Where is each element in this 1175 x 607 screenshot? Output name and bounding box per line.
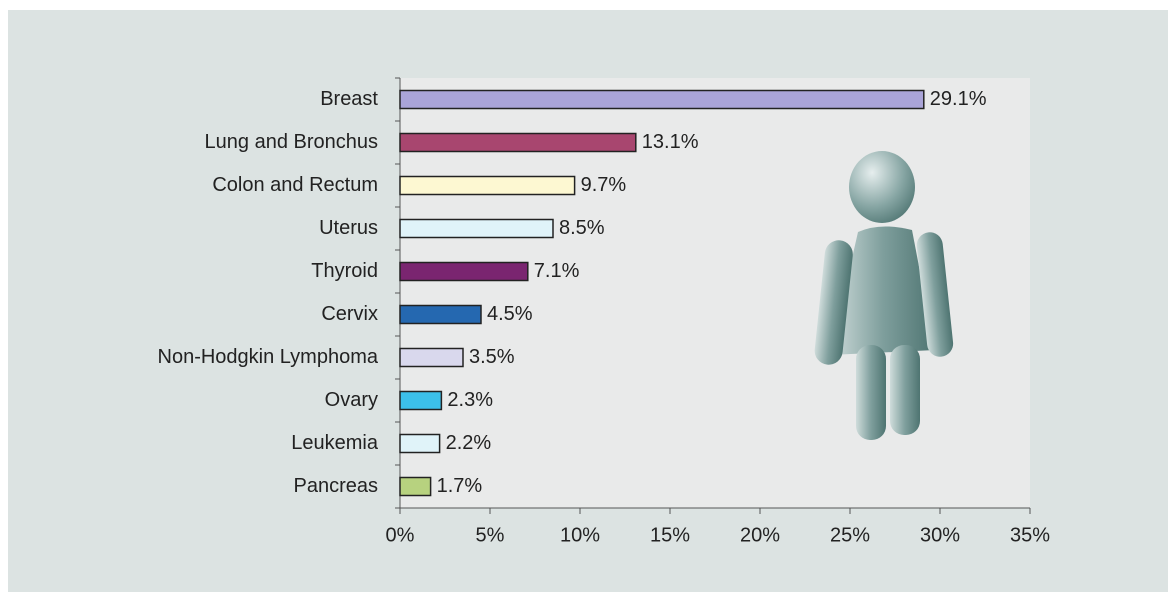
bar: [400, 263, 528, 281]
value-label: 1.7%: [437, 475, 483, 497]
value-label: 9.7%: [581, 174, 627, 196]
value-label: 2.2%: [446, 432, 492, 454]
y-tick-label: Colon and Rectum: [212, 174, 378, 196]
x-tick-label: 30%: [920, 524, 960, 546]
page: 0% 5% 10% 15% 20% 25% 30% 35% Breast 29.1% Lung an…: [0, 0, 1175, 602]
bar: [400, 349, 463, 367]
y-tick-label: Pancreas: [294, 475, 379, 497]
x-tick-label: 0%: [386, 524, 415, 546]
x-tick-label: 10%: [560, 524, 600, 546]
bar: [400, 478, 431, 496]
bar: [400, 177, 575, 195]
y-tick-label: Uterus: [319, 217, 378, 239]
value-label: 3.5%: [469, 346, 515, 368]
x-tick-label: 15%: [650, 524, 690, 546]
x-tick-label: 20%: [740, 524, 780, 546]
bar: [400, 392, 441, 410]
x-tick-label: 5%: [476, 524, 505, 546]
bar: [400, 91, 924, 109]
x-tick-label: 35%: [1010, 524, 1050, 546]
bar: [400, 220, 553, 238]
bar: [400, 435, 440, 453]
value-label: 13.1%: [642, 131, 699, 153]
value-label: 8.5%: [559, 217, 605, 239]
y-tick-label: Leukemia: [291, 432, 379, 454]
value-label: 4.5%: [487, 303, 533, 325]
chart: 0% 5% 10% 15% 20% 25% 30% 35% Breast 29.1% Lung an…: [0, 0, 1175, 602]
bar: [400, 134, 636, 152]
y-tick-label: Thyroid: [311, 260, 378, 282]
value-label: 2.3%: [447, 389, 493, 411]
x-tick-label: 25%: [830, 524, 870, 546]
y-tick-label: Lung and Bronchus: [205, 131, 378, 153]
y-tick-label: Ovary: [325, 389, 378, 411]
value-label: 29.1%: [930, 88, 987, 110]
bar: [400, 306, 481, 324]
y-tick-label: Breast: [320, 88, 378, 110]
y-tick-label: Non-Hodgkin Lymphoma: [158, 346, 379, 368]
value-label: 7.1%: [534, 260, 580, 282]
y-tick-label: Cervix: [321, 303, 378, 325]
